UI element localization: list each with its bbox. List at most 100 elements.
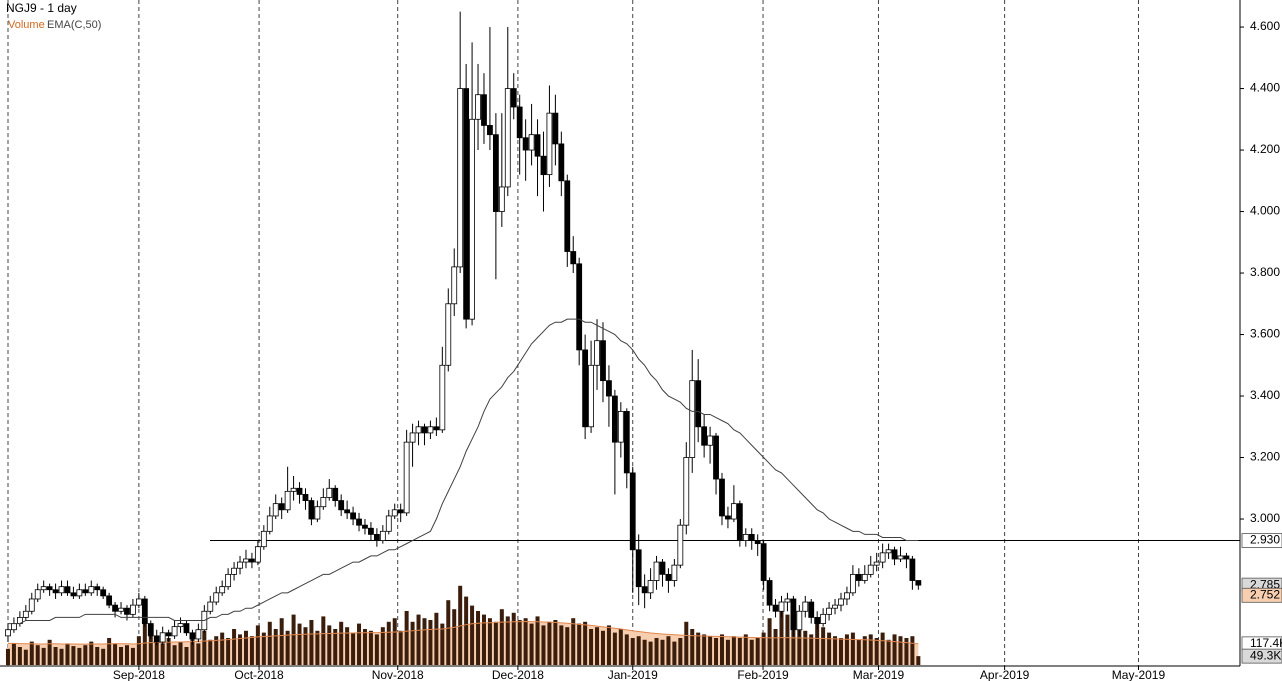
- volume-bar: [916, 656, 921, 665]
- candle-body: [320, 497, 327, 508]
- volume-bar: [422, 618, 427, 665]
- candle-body: [540, 155, 547, 176]
- candle-body: [64, 586, 71, 594]
- candle-body: [808, 601, 815, 618]
- volume-bar: [493, 621, 498, 665]
- volume-bar: [856, 639, 861, 665]
- volume-bar: [886, 639, 891, 665]
- volume-ema-line: [7, 620, 919, 645]
- candle-body: [249, 558, 255, 563]
- candle-body: [207, 601, 214, 612]
- y-tick-label: 4.400: [1250, 81, 1280, 95]
- volume-bar: [440, 623, 445, 665]
- candle-body: [469, 118, 475, 320]
- candle-body: [522, 137, 529, 151]
- volume-bar: [755, 638, 760, 665]
- candle-body: [260, 530, 267, 548]
- volume-bar: [380, 627, 385, 665]
- candle-body: [617, 411, 624, 443]
- candle-body: [141, 598, 148, 624]
- candle-body: [487, 125, 493, 136]
- candle-body: [820, 613, 827, 624]
- candle-body: [22, 610, 29, 618]
- candle-body: [326, 487, 333, 498]
- candle-body: [439, 364, 446, 431]
- volume-bar: [547, 621, 552, 665]
- candle-body: [647, 580, 654, 594]
- candle-body: [397, 509, 404, 514]
- candle-body: [742, 533, 749, 541]
- volume-bar: [529, 623, 534, 665]
- candle-body: [403, 441, 410, 514]
- volume-bar: [196, 643, 201, 665]
- candle-body: [594, 340, 600, 366]
- volume-bar: [41, 647, 46, 665]
- candle-body: [28, 598, 35, 612]
- volume-bar: [208, 639, 213, 665]
- volume-bar: [107, 638, 112, 665]
- volume-bar: [392, 618, 397, 665]
- volume-bar: [850, 632, 855, 665]
- volume-bar: [624, 634, 629, 665]
- candle-body: [713, 435, 719, 480]
- candle-body: [147, 623, 154, 637]
- candle-body: [826, 607, 832, 615]
- value-box-label: 49.3K: [1250, 648, 1281, 662]
- volume-bar: [648, 641, 653, 665]
- volume-bar: [321, 616, 326, 665]
- volume-bar: [11, 643, 16, 665]
- candle-body: [796, 610, 803, 631]
- volume-bar: [791, 625, 796, 665]
- candle-body: [623, 411, 630, 474]
- volume-bar: [83, 645, 88, 665]
- candle-body: [510, 88, 517, 108]
- candle-body: [748, 533, 755, 541]
- volume-bar: [119, 647, 124, 665]
- candle-body: [915, 580, 922, 586]
- volume-bar: [368, 630, 373, 665]
- candle-body: [582, 349, 589, 428]
- volume-bar: [666, 636, 671, 665]
- candle-body: [34, 589, 41, 600]
- candle-body: [784, 598, 791, 603]
- candle-body: [52, 589, 59, 594]
- candle-body: [445, 303, 452, 366]
- volume-bar: [702, 634, 707, 665]
- candle-body: [600, 340, 606, 382]
- x-tick-label: Apr-2019: [980, 668, 1030, 681]
- candle-body: [379, 530, 386, 541]
- volume-bar: [874, 638, 879, 665]
- y-tick-label: 4.600: [1250, 19, 1280, 33]
- volume-bar: [309, 620, 314, 665]
- candle-body: [135, 598, 142, 606]
- volume-bar: [5, 648, 10, 665]
- volume-bar: [220, 632, 225, 665]
- candle-body: [891, 549, 898, 560]
- volume-bar: [238, 634, 243, 665]
- volume-bar: [71, 646, 76, 665]
- volume-bar: [737, 638, 742, 665]
- volume-bar: [606, 625, 611, 665]
- volume-bar: [232, 629, 237, 665]
- x-tick-label: May-2019: [1112, 668, 1166, 681]
- candle-body: [350, 512, 356, 520]
- candle-body: [558, 143, 565, 182]
- value-box-label: 2.930: [1250, 533, 1280, 547]
- candle-body: [570, 251, 577, 265]
- candle-body: [427, 426, 434, 434]
- volume-bar: [571, 618, 576, 665]
- candle-body: [373, 533, 380, 541]
- volume-bar: [595, 627, 600, 665]
- candle-body: [683, 457, 690, 526]
- candle-body: [766, 580, 773, 606]
- volume-bar: [291, 614, 296, 665]
- volume-bar: [404, 611, 409, 665]
- volume-bar: [101, 648, 106, 665]
- volume-bar: [541, 625, 546, 665]
- volume-bar: [797, 618, 802, 665]
- candle-body: [707, 435, 713, 446]
- candle-body: [213, 592, 220, 603]
- candle-body: [885, 549, 892, 554]
- candle-body: [237, 561, 243, 569]
- candle-body: [183, 623, 190, 634]
